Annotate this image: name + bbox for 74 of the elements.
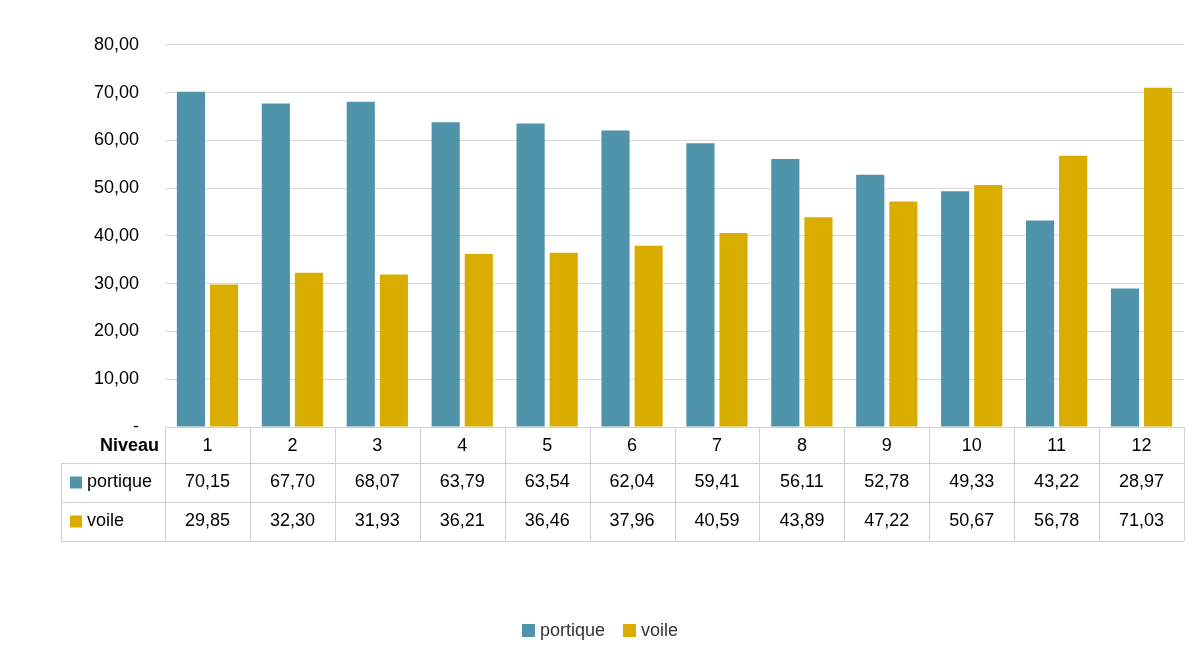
data-label: 56,78 [1034, 510, 1080, 531]
bar [856, 174, 885, 427]
x-tick-label: 1 [202, 434, 213, 455]
data-label: 43,89 [779, 510, 825, 531]
data-label: 62,04 [609, 471, 655, 492]
y-tick-label: 70,00 [94, 81, 140, 102]
x-tick-label: 2 [287, 434, 298, 455]
data-label: 67,70 [269, 471, 315, 492]
bar [804, 217, 833, 427]
y-tick-label: - [133, 415, 140, 436]
data-label: 49,33 [949, 471, 995, 492]
text: voile [641, 620, 679, 640]
y-tick-label: 20,00 [94, 320, 140, 341]
bar [1144, 87, 1173, 427]
x-tick-label: 3 [372, 434, 383, 455]
bar [516, 123, 545, 427]
data-label: 56,11 [780, 471, 824, 492]
data-label: 28,97 [1119, 471, 1165, 492]
x-tick-label: 5 [542, 434, 553, 455]
data-label: 47,22 [864, 510, 910, 531]
x-tick-label: 11 [1047, 434, 1066, 455]
x-tick-label: 4 [457, 434, 468, 455]
x-tick-label: 8 [796, 434, 807, 455]
data-label: 37,96 [609, 510, 655, 531]
bar [209, 284, 239, 427]
data-label: 71,03 [1119, 510, 1165, 531]
data-label: 43,22 [1034, 471, 1080, 492]
data-label: 70,15 [184, 471, 231, 492]
bar [601, 130, 630, 427]
text: portique [539, 620, 606, 640]
bar [1110, 288, 1140, 427]
data-label: 50,67 [949, 510, 995, 531]
bar [346, 101, 375, 427]
data-label: 40,59 [694, 510, 740, 531]
bar [686, 143, 715, 427]
bar [549, 252, 578, 427]
bar [431, 122, 460, 427]
y-tick-label: 80,00 [94, 33, 140, 54]
data-label: 36,46 [524, 510, 570, 531]
legend-label: voile [87, 510, 125, 531]
legend-label: portique [87, 471, 153, 492]
bar [464, 254, 493, 427]
data-label: 52,78 [864, 471, 910, 492]
data-label: 29,85 [184, 510, 231, 531]
bar [941, 191, 970, 427]
y-tick-label: 30,00 [94, 272, 140, 293]
data-label: 36,21 [439, 510, 485, 531]
data-label: 32,30 [269, 510, 315, 531]
data-label: 31,93 [354, 510, 400, 531]
x-axis-title: Niveau [100, 434, 160, 455]
x-tick-label: 6 [627, 434, 638, 455]
bar [379, 274, 408, 427]
bar [771, 158, 800, 427]
data-label: 63,79 [439, 471, 485, 492]
x-tick-label: 9 [881, 434, 892, 455]
y-tick-label: 60,00 [94, 129, 140, 150]
y-tick-label: 40,00 [94, 224, 140, 245]
x-tick-label: 7 [711, 434, 722, 455]
bar [261, 103, 290, 427]
y-tick-label: 50,00 [94, 177, 140, 198]
bar [974, 184, 1003, 427]
bar [1059, 155, 1088, 427]
bar [294, 272, 324, 427]
data-label: 68,07 [354, 471, 400, 492]
bar [719, 233, 748, 427]
data-label: 63,54 [524, 471, 570, 492]
x-tick-label: 12 [1131, 434, 1152, 455]
data-label: 59,41 [694, 471, 740, 492]
bar [1026, 220, 1055, 427]
bar [176, 91, 206, 427]
y-tick-label: 10,00 [94, 368, 140, 389]
x-tick-label: 10 [961, 434, 982, 455]
bar [634, 245, 663, 427]
bar [889, 201, 918, 427]
